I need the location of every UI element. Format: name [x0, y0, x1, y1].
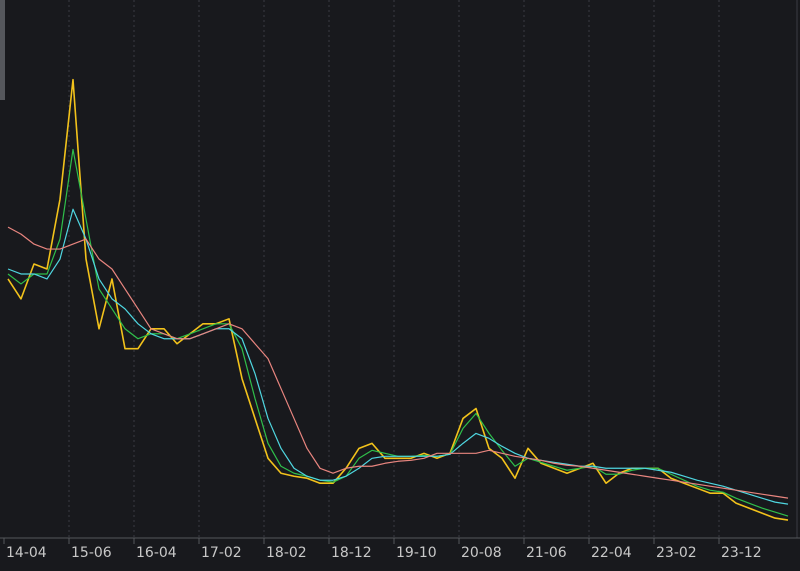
x-tick-label: 22-04 — [591, 545, 632, 561]
x-axis: 14-04 15-06 16-04 17-02 18-02 18-12 19-10 20-08… — [3, 538, 762, 561]
x-tick-label: 23-02 — [656, 545, 697, 561]
x-tick-label: 19-10 — [396, 545, 437, 561]
scroll-indicator — [0, 0, 5, 100]
x-tick-label: 21-06 — [526, 545, 567, 561]
x-tick-label: 23-12 — [721, 545, 762, 561]
x-tick-label: 16-04 — [136, 545, 177, 561]
x-tick-label: 18-02 — [266, 545, 307, 561]
x-tick-label: 17-02 — [201, 545, 242, 561]
x-tick-label: 20-08 — [461, 545, 502, 561]
series-line — [7, 226, 789, 499]
x-tick-label: 14-04 — [6, 545, 47, 561]
lines — [7, 78, 789, 521]
x-tick-label: 18-12 — [331, 545, 372, 561]
series-line — [7, 208, 789, 505]
x-tick-label: 15-06 — [71, 545, 112, 561]
